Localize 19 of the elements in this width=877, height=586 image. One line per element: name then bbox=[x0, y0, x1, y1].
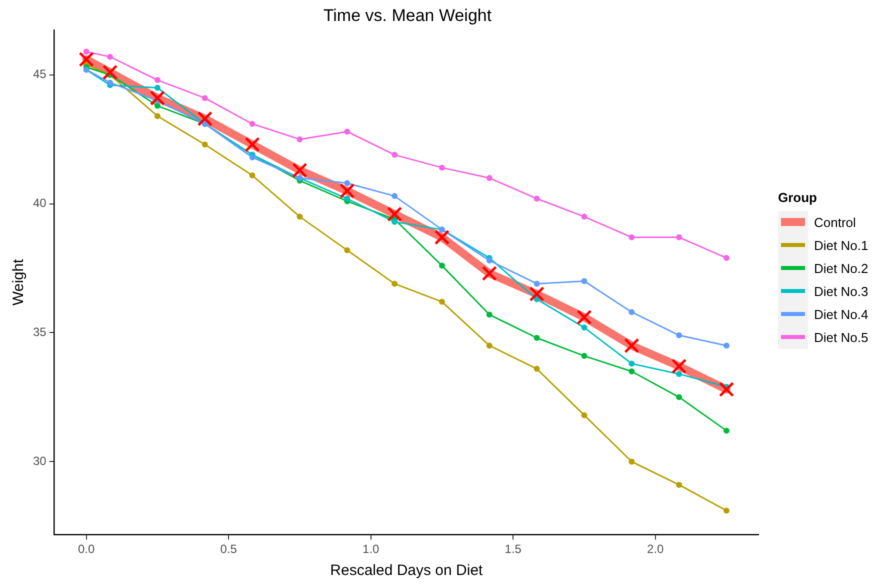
legend-label: Diet No.1 bbox=[814, 238, 868, 253]
legend-label: Diet No.5 bbox=[814, 330, 868, 345]
y-tick-label: 35 bbox=[32, 325, 47, 340]
legend-label: Diet No.2 bbox=[814, 261, 868, 276]
y-tick-label: 30 bbox=[32, 454, 47, 468]
y-axis-title: Weight bbox=[10, 258, 28, 306]
x-tick-label: 1.0 bbox=[362, 542, 380, 556]
legend-label: Diet No.4 bbox=[814, 307, 868, 322]
legend-label: Control bbox=[814, 215, 856, 230]
x-tick-label: 0.5 bbox=[220, 542, 238, 556]
chart-title: Time vs. Mean Weight bbox=[322, 6, 493, 26]
y-tick-label: 40 bbox=[32, 196, 47, 210]
x-tick-label: 2.0 bbox=[647, 542, 664, 556]
legend-label: Diet No.3 bbox=[814, 284, 868, 299]
x-tick-label: 0.0 bbox=[78, 542, 96, 556]
x-tick-label: 1.5 bbox=[504, 542, 522, 556]
x-axis-title: Rescaled Days on Diet bbox=[330, 562, 484, 580]
legend-title: Group bbox=[778, 190, 818, 205]
y-tick-label: 45 bbox=[32, 67, 47, 82]
